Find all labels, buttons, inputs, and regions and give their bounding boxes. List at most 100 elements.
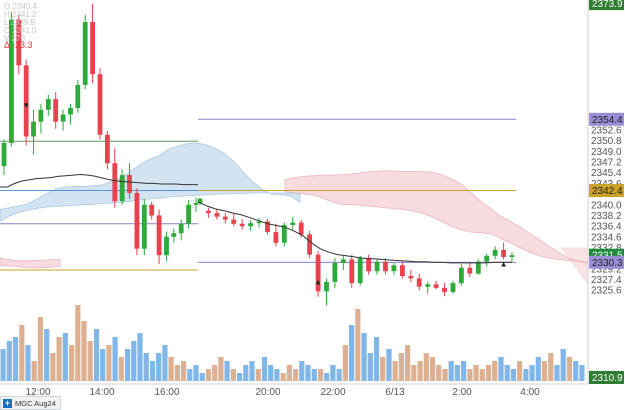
volume-bar [342, 345, 348, 381]
y-tick-label: 2352.6 [591, 125, 622, 136]
volume-bar [330, 365, 336, 381]
volume-bar [299, 361, 305, 381]
volume-bar [12, 337, 19, 381]
volume-bar [566, 357, 572, 381]
volume-bar [44, 329, 50, 381]
candle-body [178, 223, 184, 234]
volume-bar [510, 369, 516, 381]
y-tick-label: 2334.6 [591, 232, 622, 243]
volume-bar [81, 321, 87, 381]
candle-body [442, 287, 447, 293]
volume-bar [261, 357, 268, 381]
add-icon[interactable]: + [3, 397, 12, 408]
y-tick-label: 2350.8 [591, 136, 622, 147]
x-tick-label: 2:00 [452, 387, 472, 398]
volume-bar [324, 373, 330, 381]
volume-bar [361, 333, 367, 381]
volume-bar [367, 353, 373, 381]
ohlc-open: O 2340.4 [4, 2, 37, 11]
volume-bar [31, 361, 37, 381]
candle-body [1, 143, 7, 167]
volume-bar [473, 365, 479, 381]
candle-body [206, 210, 211, 214]
volume-bar [579, 365, 585, 381]
volume-bar [380, 357, 386, 381]
volume-bar [137, 333, 143, 381]
volume-bar [112, 337, 118, 381]
volume-bar [143, 353, 149, 381]
candle-body [383, 261, 388, 272]
candle-body [222, 216, 228, 220]
candle-body [400, 265, 405, 276]
volume-bar [349, 325, 355, 381]
candle-body [256, 221, 262, 224]
candle-body [156, 215, 162, 256]
x-tick-label: 4:00 [520, 387, 540, 398]
candle-body [467, 267, 473, 274]
volume-bar [398, 353, 404, 381]
candle-body [341, 259, 346, 263]
y-tick-label: 2329.2 [591, 264, 622, 275]
candle-body [475, 261, 481, 274]
volume-bar [573, 361, 579, 381]
x-tick-label: 16:00 [154, 387, 179, 398]
volume-bar [6, 341, 12, 381]
volume-bar [224, 361, 230, 381]
volume-bar [286, 365, 292, 381]
candle-body [119, 175, 125, 202]
volume-bar [243, 365, 249, 381]
volume-bar [62, 333, 68, 381]
price-badge-label: 2342.4 [592, 186, 623, 197]
volume-bar [218, 357, 224, 381]
volume-bar [417, 361, 423, 381]
y-tick-label: 2349.0 [591, 147, 622, 158]
candle-body [374, 261, 380, 272]
volume-bar [355, 309, 361, 381]
candle-body [357, 258, 363, 284]
candle-body [265, 221, 270, 233]
volume-bar [498, 357, 504, 381]
vwap-line-session1 [0, 173, 198, 188]
candle-body [171, 233, 177, 237]
volume-bar [149, 361, 156, 381]
volume-bar [25, 345, 31, 381]
candle-body [149, 204, 155, 216]
volume-bar [535, 357, 541, 381]
volume-bar [237, 373, 243, 381]
price-badge-label: 2373.9 [592, 0, 623, 10]
candle-body [366, 258, 371, 272]
candle-body [501, 249, 506, 257]
candle-body [97, 74, 103, 135]
candle-body [9, 19, 14, 144]
candle-body [324, 281, 329, 292]
candle-body [214, 213, 220, 217]
volume-bar [548, 353, 554, 381]
candle-body [68, 108, 73, 115]
volume-bar [442, 369, 448, 381]
candle-body [315, 254, 321, 292]
volume-bar [268, 365, 274, 381]
y-tick-label: 2340.0 [591, 200, 622, 211]
volume-bar [373, 337, 380, 381]
candle-body [197, 198, 203, 203]
price-badge [589, 0, 624, 11]
candle-body [416, 278, 422, 287]
y-tick-label: 2336.4 [591, 222, 622, 233]
price-axis [588, 0, 625, 408]
price-badge [589, 184, 624, 197]
volume-bar [461, 361, 467, 381]
volume-bar [411, 365, 417, 381]
candle-body [31, 121, 36, 137]
y-tick-label: 2338.2 [591, 211, 622, 222]
volume-bar [93, 329, 100, 381]
candle-body [16, 19, 22, 66]
candle-body [53, 99, 59, 122]
volume-bar [37, 317, 43, 381]
volume-bar [168, 357, 174, 381]
delta-label: Δ -23.3 [4, 40, 33, 50]
candle-body [349, 259, 355, 284]
volume-bar [274, 369, 280, 381]
volume-bar [492, 361, 498, 381]
